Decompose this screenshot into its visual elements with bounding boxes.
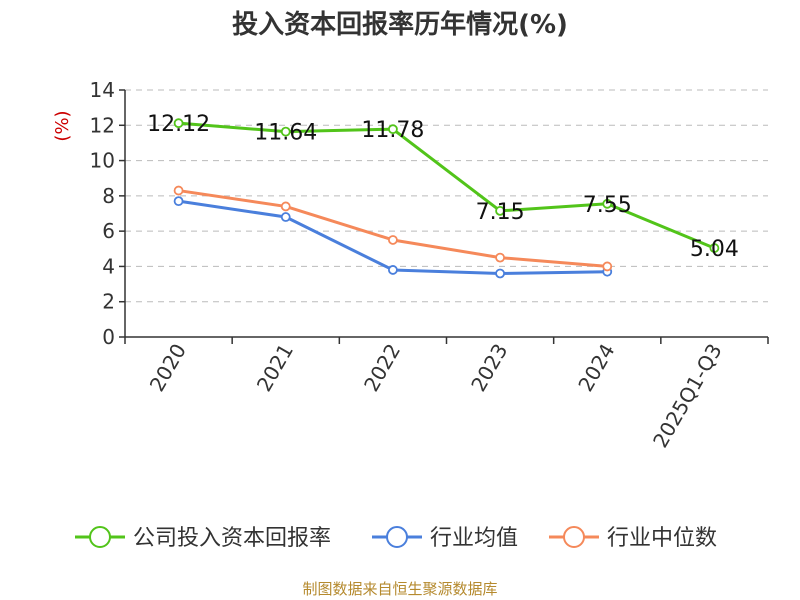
x-tick-label: 2025Q1-Q3 xyxy=(648,340,727,452)
data-point xyxy=(388,235,398,245)
y-tick-label: 2 xyxy=(102,290,115,314)
data-point xyxy=(495,268,505,279)
x-tick-label: 2022 xyxy=(359,340,405,396)
y-tick-label: 10 xyxy=(90,149,115,173)
chart-title: 投入资本回报率历年情况(%) xyxy=(232,9,568,40)
data-point xyxy=(173,196,184,207)
x-tick-label: 2023 xyxy=(466,340,512,396)
data-label: 11.78 xyxy=(361,118,424,143)
source-note: 制图数据来自恒生聚源数据库 xyxy=(302,580,497,598)
x-tick-label: 2021 xyxy=(252,340,298,396)
x-tick-label: 2020 xyxy=(145,340,191,396)
data-point xyxy=(280,201,291,212)
y-tick-label: 0 xyxy=(102,325,115,349)
y-axis-label: (%) xyxy=(52,110,73,141)
data-label: 11.64 xyxy=(254,121,317,146)
data-point xyxy=(388,124,398,135)
y-tick-label: 6 xyxy=(102,219,115,243)
legend: 公司投入资本回报率 行业均值 行业中位数 xyxy=(75,526,717,551)
data-label: 12.12 xyxy=(147,112,210,137)
data-point xyxy=(495,205,505,216)
series-line xyxy=(178,189,608,268)
data-point xyxy=(602,198,613,209)
legend-label: 行业中位数 xyxy=(607,526,717,551)
y-tick-label: 8 xyxy=(102,184,115,208)
data-point xyxy=(173,118,184,129)
legend-marker xyxy=(563,526,585,548)
data-point xyxy=(709,243,720,253)
data-point xyxy=(495,252,505,263)
legend-label: 行业均值 xyxy=(430,526,518,551)
grid xyxy=(125,89,768,303)
legend-marker xyxy=(386,526,408,548)
legend-marker xyxy=(89,526,111,548)
data-label: 7.15 xyxy=(476,200,525,225)
data-point xyxy=(280,126,291,137)
data-label: 7.55 xyxy=(583,193,632,218)
data-label: 5.04 xyxy=(690,237,739,262)
series-group xyxy=(173,118,720,279)
data-point xyxy=(602,261,613,272)
series-line xyxy=(178,121,715,250)
data-point xyxy=(280,212,291,222)
legend-label: 公司投入资本回报率 xyxy=(133,526,331,551)
y-tick-label: 14 xyxy=(90,78,115,102)
axes: 0 2 4 6 8 10 12 14 2020 2021 2022 2023 2024 2025Q1-Q3 xyxy=(90,78,769,452)
x-tick-label: 2024 xyxy=(573,340,619,396)
y-tick-label: 12 xyxy=(90,113,115,137)
data-point xyxy=(173,185,184,196)
y-tick-label: 4 xyxy=(102,254,115,278)
data-labels: 12.12 11.64 11.78 7.15 7.55 5.04 xyxy=(147,112,739,262)
data-point xyxy=(388,265,398,275)
